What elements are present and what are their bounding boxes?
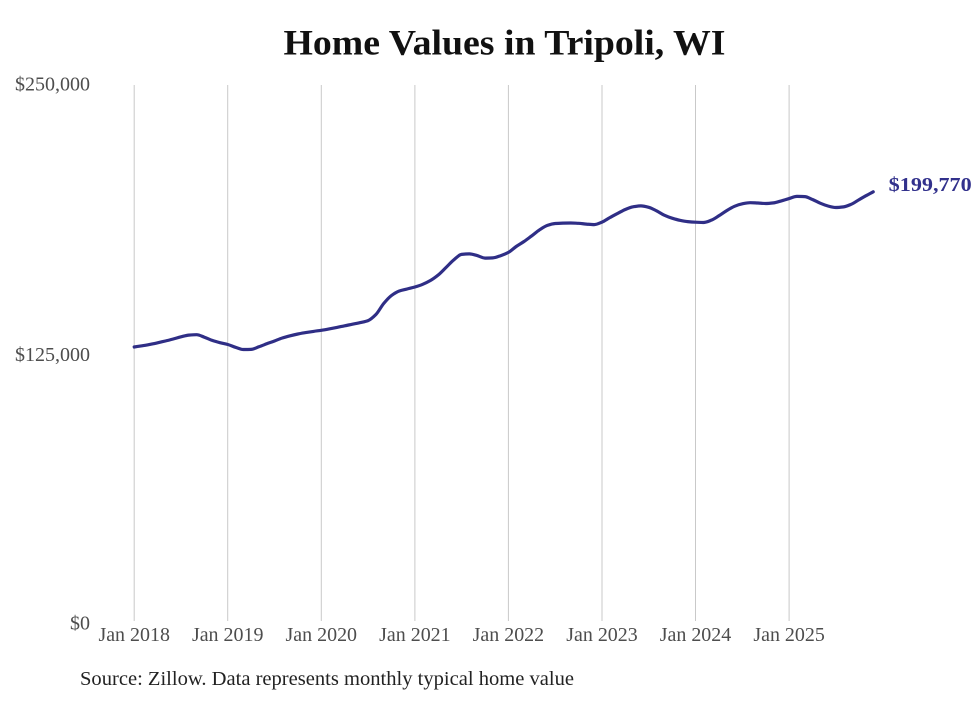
svg-text:Jan 2019: Jan 2019 <box>192 624 264 646</box>
svg-text:Jan 2018: Jan 2018 <box>98 624 170 646</box>
svg-text:Jan 2021: Jan 2021 <box>379 624 451 646</box>
svg-text:Jan 2025: Jan 2025 <box>753 624 825 646</box>
svg-text:$199,770: $199,770 <box>889 174 972 196</box>
svg-text:Jan 2020: Jan 2020 <box>286 624 358 646</box>
svg-text:$250,000: $250,000 <box>15 74 90 96</box>
svg-text:Jan 2022: Jan 2022 <box>473 624 545 646</box>
svg-text:$0: $0 <box>70 613 90 635</box>
svg-text:Source: Zillow. Data represent: Source: Zillow. Data represents monthly … <box>80 668 574 690</box>
svg-text:Jan 2023: Jan 2023 <box>566 624 638 646</box>
svg-text:Home Values in Tripoli, WI: Home Values in Tripoli, WI <box>284 23 726 63</box>
svg-text:$125,000: $125,000 <box>15 344 90 366</box>
svg-text:Jan 2024: Jan 2024 <box>660 624 732 646</box>
